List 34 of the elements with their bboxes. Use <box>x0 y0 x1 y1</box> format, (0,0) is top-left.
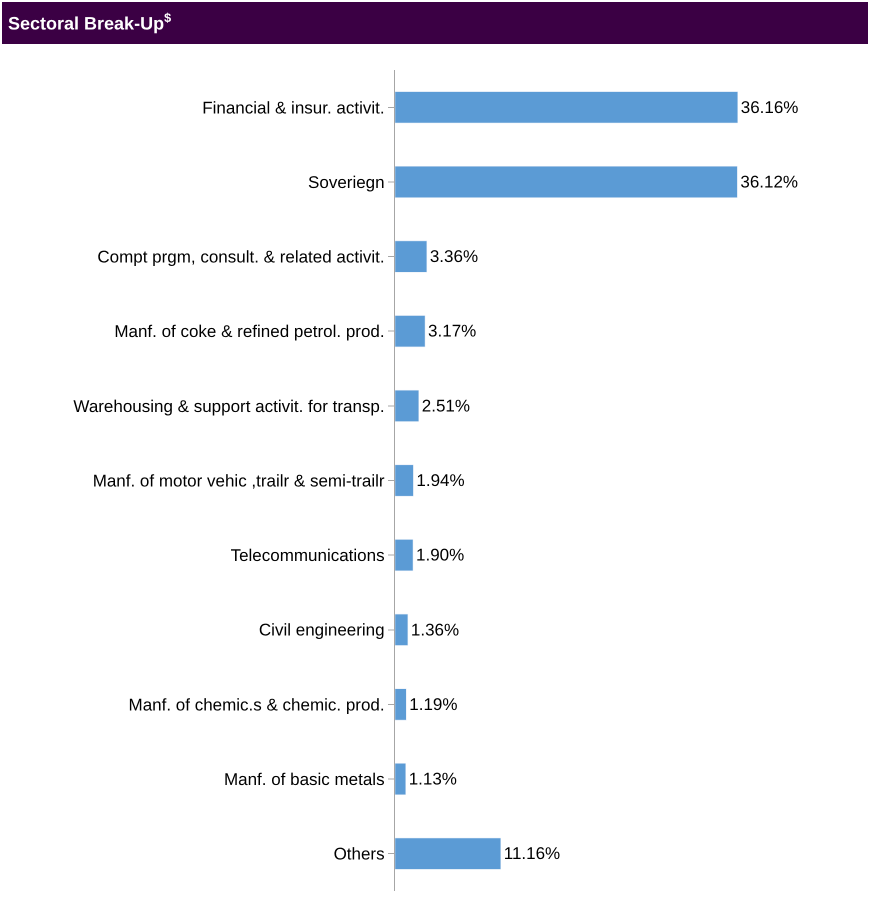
bar <box>395 688 407 720</box>
y-tick-label: Others <box>334 844 385 864</box>
bar <box>395 315 426 348</box>
y-tick-label: Telecommunications <box>230 546 385 566</box>
bar <box>395 763 406 795</box>
y-tick-label: Warehousing & support activit. for transp. <box>73 396 385 416</box>
y-tick-label: Manf. of coke & refined petrol. prod. <box>114 322 385 342</box>
data-label: 1.36% <box>410 620 460 640</box>
y-tick-label: Manf. of motor vehic ,trailr & semi-trailr <box>92 471 385 490</box>
data-label: 2.51% <box>422 396 470 416</box>
bar <box>395 91 738 124</box>
y-tick-label: Manf. of basic metals <box>224 770 385 789</box>
data-label: 36.16% <box>740 98 798 117</box>
data-label: 36.12% <box>740 172 798 192</box>
y-tick-label: Compt prgm, consult. & related activit. <box>97 248 385 267</box>
bar <box>395 838 502 870</box>
bar <box>395 614 408 646</box>
bar <box>395 390 420 422</box>
data-label: 1.90% <box>416 546 464 565</box>
data-label: 3.36% <box>430 247 478 266</box>
data-label: 3.17% <box>428 322 476 341</box>
data-label: 11.16% <box>504 844 560 864</box>
data-label: 1.13% <box>408 770 457 789</box>
bar <box>395 539 414 572</box>
text: Sectoral Break-Up$^{$}$ <box>8 11 172 34</box>
data-label: 1.94% <box>416 471 465 490</box>
bar <box>395 464 414 496</box>
bar <box>395 166 738 198</box>
y-tick-label: Manf. of chemic.s & chemic. prod. <box>128 695 385 714</box>
y-tick-label: Civil engineering <box>258 620 385 640</box>
data-label: 1.19% <box>409 694 458 714</box>
y-tick-label: Soveriegn <box>308 172 385 192</box>
bar <box>395 240 428 273</box>
y-tick-label: Financial & insur. activit. <box>202 98 385 118</box>
